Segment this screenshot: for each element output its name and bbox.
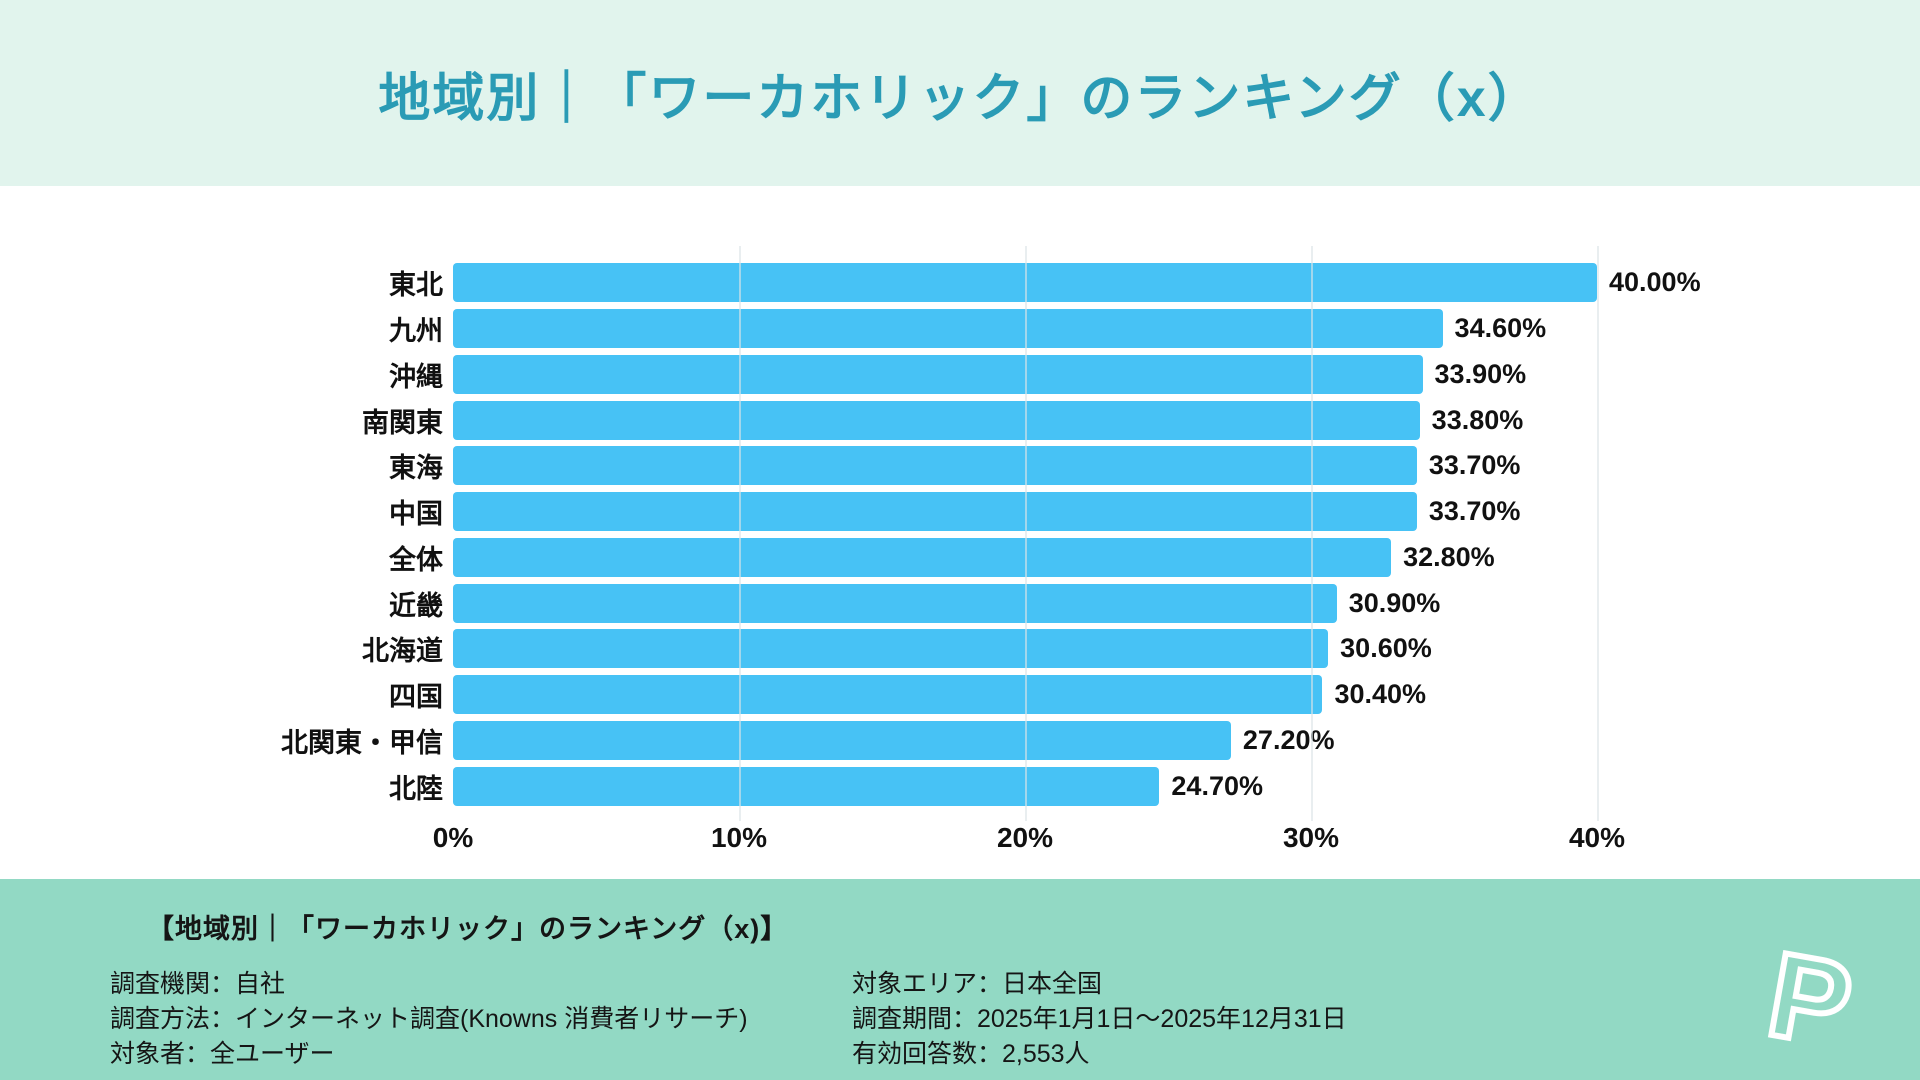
survey-detail-line: 有効回答数：2,553人 xyxy=(852,1040,1090,1068)
value-label: 33.90% xyxy=(1434,358,1527,389)
x-axis-tick-label: 20% xyxy=(996,822,1054,853)
value-label: 30.90% xyxy=(1348,587,1441,618)
bar-row: 東海 33.70% xyxy=(0,443,1920,489)
category-label: 九州 xyxy=(389,316,443,347)
value-label: 30.40% xyxy=(1334,679,1427,710)
bar-row: 北海道 30.60% xyxy=(0,626,1920,672)
bar-area: 32.80% xyxy=(453,537,1920,577)
value-label: 30.60% xyxy=(1340,633,1432,664)
bar-area: 40.00% xyxy=(453,263,1920,303)
survey-detail-line: 調査方法：インターネット調査(Knowns 消費者リサーチ) xyxy=(110,1005,748,1033)
bar-area: 27.20% xyxy=(453,720,1920,760)
bar-area: 30.90% xyxy=(453,583,1920,623)
bar xyxy=(453,354,1423,394)
category-label: 沖縄 xyxy=(389,361,443,392)
brand-logo-p: P xyxy=(1756,924,1864,1076)
category-label: 東北 xyxy=(389,270,443,301)
bar xyxy=(453,263,1597,303)
survey-detail-line: 対象エリア：日本全国 xyxy=(852,970,1103,998)
value-label: 24.70% xyxy=(1171,770,1263,801)
bar xyxy=(453,492,1417,532)
x-axis-tick-label: 40% xyxy=(1568,822,1626,853)
survey-details-right: 対象エリア：日本全国調査期間：2025年1月1日〜2025年12月31日 有効回答… xyxy=(852,967,1347,1072)
survey-detail-line: 対象者：全ユーザー xyxy=(110,1040,335,1068)
bar-area: 33.70% xyxy=(453,446,1920,486)
bar-area: 33.90% xyxy=(453,354,1920,394)
category-label: 東海 xyxy=(389,453,443,484)
bar-row: 東北 40.00% xyxy=(0,260,1920,306)
value-label: 32.80% xyxy=(1403,541,1495,572)
survey-detail-line: 調査期間：2025年1月1日〜2025年12月31日 xyxy=(852,1005,1347,1033)
bar-row: 四国 30.40% xyxy=(0,672,1920,718)
bar-row: 北陸 24.70% xyxy=(0,763,1920,809)
x-axis-tick-label: 10% xyxy=(710,822,768,853)
value-label: 33.80% xyxy=(1431,404,1524,435)
category-label: 北陸 xyxy=(389,773,443,804)
category-label: 四国 xyxy=(389,682,443,713)
bar-area: 34.60% xyxy=(453,309,1920,349)
value-label: 27.20% xyxy=(1242,724,1335,755)
bar xyxy=(453,400,1420,440)
bar xyxy=(453,629,1329,669)
value-label: 40.00% xyxy=(1609,267,1701,298)
chart-rows: 東北 40.00% 九州 34.60% 沖縄 33.90% 南関東 33.80% 東海 33.70… xyxy=(0,260,1920,809)
category-label: 中国 xyxy=(389,499,443,530)
bar-row: 近畿 30.90% xyxy=(0,580,1920,626)
survey-details-left: 調査機関：自社調査方法：インターネット調査(Knowns 消費者リサーチ) 対象者… xyxy=(110,967,748,1072)
bar-row: 全体 32.80% xyxy=(0,535,1920,581)
page-title: 地域別｜「ワーカホリック」のランキング（x） xyxy=(378,69,1542,128)
x-axis-tick-label: 0% xyxy=(432,822,474,853)
bar-area: 30.60% xyxy=(453,629,1920,669)
category-label: 南関東 xyxy=(362,407,443,438)
bar xyxy=(453,766,1160,806)
bar xyxy=(453,309,1443,349)
value-label: 33.70% xyxy=(1428,450,1521,481)
footer-band: 【地域別｜「ワーカホリック」のランキング（x)】 調査機関：自社調査方法：インタ… xyxy=(0,879,1920,1080)
value-label: 34.60% xyxy=(1454,313,1547,344)
survey-detail-line: 調査機関：自社 xyxy=(110,970,286,998)
x-axis: 0% 10% 20% 30% 40% xyxy=(0,822,1920,862)
bar-row: 沖縄 33.90% xyxy=(0,352,1920,398)
bar-area: 24.70% xyxy=(453,766,1920,806)
bar-area: 33.80% xyxy=(453,400,1920,440)
bar-row: 九州 34.60% xyxy=(0,306,1920,352)
category-label: 全体 xyxy=(389,544,443,575)
category-label: 近畿 xyxy=(389,590,443,621)
category-label: 北関東・甲信 xyxy=(281,727,443,758)
bar-row: 北関東・甲信 27.20% xyxy=(0,718,1920,764)
bar xyxy=(453,675,1323,715)
bar xyxy=(453,537,1392,577)
bar-row: 南関東 33.80% xyxy=(0,397,1920,443)
x-axis-tick-label: 30% xyxy=(1282,822,1340,853)
bar-row: 中国 33.70% xyxy=(0,489,1920,535)
bar xyxy=(453,446,1417,486)
bar-area: 33.70% xyxy=(453,492,1920,532)
category-label: 北海道 xyxy=(362,636,443,667)
bar-chart: 東北 40.00% 九州 34.60% 沖縄 33.90% 南関東 33.80% 東海 33.70… xyxy=(0,186,1920,879)
footer-title: 【地域別｜「ワーカホリック」のランキング（x)】 xyxy=(147,914,789,944)
header-band: 地域別｜「ワーカホリック」のランキング（x） xyxy=(0,0,1920,186)
bar xyxy=(453,583,1337,623)
bar-area: 30.40% xyxy=(453,675,1920,715)
value-label: 33.70% xyxy=(1428,496,1521,527)
bar xyxy=(453,720,1231,760)
